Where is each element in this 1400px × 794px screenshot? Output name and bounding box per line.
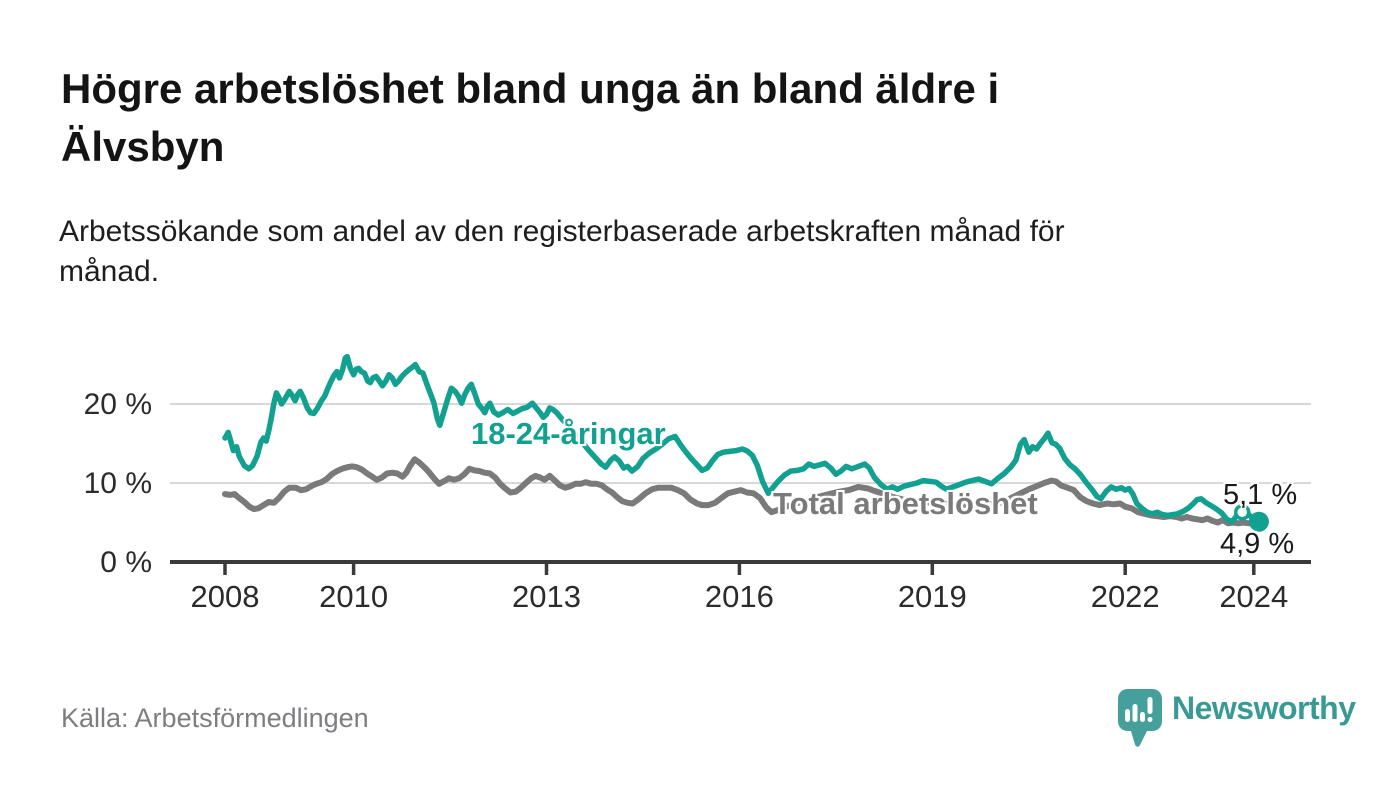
series-line-total	[222, 456, 1262, 527]
series-line-18-24	[222, 353, 1262, 525]
x-tick-label: 2010	[319, 579, 388, 614]
page-title: Högre arbetslöshet bland unga än bland ä…	[61, 65, 1000, 170]
y-tick-label: 10 %	[84, 467, 152, 500]
y-tick-label: 0 %	[100, 546, 152, 579]
series-label-18-24: 18-24-åringar	[471, 416, 666, 451]
x-tick-label: 2008	[191, 579, 260, 614]
end-value-label-total: 4,9 %	[1220, 528, 1295, 560]
x-tick-label: 2024	[1219, 579, 1288, 614]
x-tick-label: 2013	[512, 579, 581, 614]
latest-point-dot	[1248, 511, 1269, 532]
newsworthy-bubble-chart-icon	[1118, 689, 1162, 747]
newsworthy-logo: Newsworthy	[1117, 688, 1356, 750]
x-tick-label: 2016	[705, 579, 774, 614]
series-label-total: Total arbetslöshet	[773, 486, 1038, 521]
source-note: Källa: Arbetsförmedlingen	[61, 703, 369, 733]
x-tick-label: 2022	[1091, 579, 1160, 614]
newsworthy-wordmark: Newsworthy	[1172, 690, 1356, 726]
x-tick-label: 2019	[898, 579, 967, 614]
open-point-marker	[1233, 503, 1251, 521]
page-subtitle: Arbetssökande som andel av den registerb…	[59, 215, 1065, 288]
y-tick-label: 20 %	[84, 388, 152, 421]
end-value-label-young: 5,1 %	[1223, 479, 1298, 511]
